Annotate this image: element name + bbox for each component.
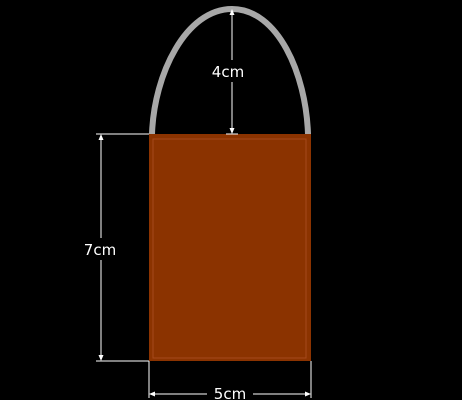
handle-height-label: 4cm	[212, 63, 244, 81]
body-width-arrow-right	[305, 391, 311, 397]
handle-height-arrow-top	[229, 9, 235, 15]
body-height-label-bg	[80, 238, 122, 260]
body-height-label: 7cm	[84, 241, 116, 259]
body-width-label-bg	[207, 385, 253, 400]
bag-body	[149, 134, 311, 361]
body-width-label: 5cm	[214, 385, 246, 400]
handle-height-label-bg	[209, 60, 247, 82]
handle-height-arrow-bottom	[229, 128, 235, 134]
body-height-arrow-bottom	[98, 355, 104, 361]
body-height-arrow-top	[98, 134, 104, 140]
body-width-arrow-left	[149, 391, 155, 397]
bag-body-inner-outline	[152, 138, 307, 359]
